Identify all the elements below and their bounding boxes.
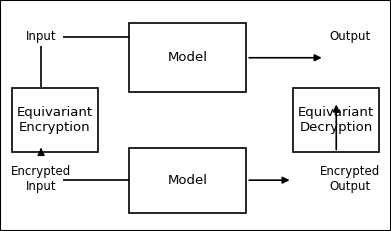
Bar xyxy=(12,88,98,152)
Text: Equivariant
Decryption: Equivariant Decryption xyxy=(298,106,374,134)
Text: Encrypted
Input: Encrypted Input xyxy=(11,165,71,193)
Bar xyxy=(129,23,246,92)
Text: Model: Model xyxy=(168,174,208,187)
Text: Output: Output xyxy=(329,30,371,43)
Bar xyxy=(129,148,246,213)
Text: Input: Input xyxy=(26,30,56,43)
Text: Model: Model xyxy=(168,51,208,64)
Text: Equivariant
Encryption: Equivariant Encryption xyxy=(17,106,93,134)
Text: Encrypted
Output: Encrypted Output xyxy=(320,165,380,193)
Bar xyxy=(293,88,379,152)
